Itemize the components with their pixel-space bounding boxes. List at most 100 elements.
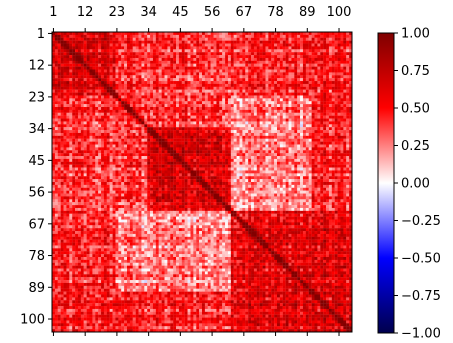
heatmap-cell [334, 69, 338, 73]
heatmap-cell [265, 124, 269, 128]
heatmap-cell [164, 57, 168, 61]
heatmap-cell [129, 37, 133, 41]
heatmap-cell [57, 60, 61, 64]
heatmap-cell [124, 89, 128, 93]
heatmap-cell [210, 57, 214, 61]
heatmap-cell [118, 104, 122, 108]
heatmap-cell [343, 75, 347, 79]
heatmap-cell [225, 43, 229, 47]
heatmap-cell [256, 32, 260, 36]
heatmap-cell [337, 101, 341, 105]
heatmap-cell [83, 86, 87, 90]
heatmap-cell [152, 75, 156, 79]
heatmap-cell [75, 46, 79, 50]
heatmap-cell [204, 144, 208, 148]
heatmap-cell [288, 55, 292, 59]
heatmap-cell [334, 124, 338, 128]
heatmap-cell [343, 92, 347, 96]
heatmap-cell [127, 167, 131, 171]
heatmap-cell [118, 72, 122, 76]
heatmap-cell [291, 83, 295, 87]
heatmap-cell [285, 83, 289, 87]
heatmap-cell [277, 141, 281, 145]
heatmap-cell [285, 147, 289, 151]
heatmap-cell [66, 150, 70, 154]
heatmap-cell [127, 147, 131, 151]
heatmap-cell [265, 63, 269, 67]
heatmap-cell [334, 167, 338, 171]
heatmap-cell [115, 112, 119, 116]
heatmap-cell [346, 153, 350, 157]
heatmap-cell [167, 104, 171, 108]
heatmap-cell [132, 75, 136, 79]
heatmap-cell [340, 167, 344, 171]
heatmap-cell [202, 92, 206, 96]
heatmap-cell [92, 121, 96, 125]
heatmap-cell [225, 86, 229, 90]
heatmap-cell [349, 63, 353, 67]
heatmap-cell [305, 63, 309, 67]
heatmap-cell [320, 66, 324, 70]
heatmap-cell [323, 75, 327, 79]
heatmap-cell [343, 57, 347, 61]
heatmap-cell [227, 46, 231, 50]
heatmap-cell [69, 109, 73, 113]
heatmap-cell [103, 72, 107, 76]
heatmap-cell [288, 34, 292, 38]
heatmap-cell [173, 69, 177, 73]
heatmap-cell [271, 57, 275, 61]
heatmap-cell [346, 164, 350, 168]
heatmap-cell [277, 89, 281, 93]
heatmap-cell [346, 138, 350, 142]
heatmap-cell [259, 158, 263, 162]
heatmap-cell [176, 86, 180, 90]
heatmap-cell [288, 63, 292, 67]
heatmap-cell [144, 156, 148, 160]
heatmap-cell [89, 86, 93, 90]
heatmap-cell [155, 153, 159, 157]
heatmap-cell [328, 37, 332, 41]
heatmap-cell [216, 63, 220, 67]
heatmap-cell [161, 161, 165, 165]
heatmap-cell [340, 135, 344, 139]
heatmap-cell [138, 147, 142, 151]
heatmap-cell [300, 49, 304, 53]
heatmap-cell [285, 86, 289, 90]
heatmap-cell [190, 130, 194, 134]
heatmap-cell [54, 57, 58, 61]
heatmap-cell [173, 89, 177, 93]
heatmap-cell [127, 49, 131, 53]
heatmap-cell [80, 121, 84, 125]
heatmap-cell [334, 115, 338, 119]
heatmap-cell [323, 107, 327, 111]
heatmap-cell [204, 107, 208, 111]
heatmap-cell [265, 81, 269, 85]
heatmap-cell [77, 144, 81, 148]
heatmap-cell [207, 57, 211, 61]
heatmap-cell [138, 40, 142, 44]
heatmap-cell [314, 112, 318, 116]
heatmap-cell [288, 121, 292, 125]
heatmap-cell [184, 34, 188, 38]
heatmap-cell [112, 127, 116, 131]
heatmap-cell [187, 107, 191, 111]
heatmap-cell [334, 118, 338, 122]
heatmap-cell [178, 109, 182, 113]
heatmap-cell [265, 98, 269, 102]
heatmap-cell [274, 107, 278, 111]
heatmap-cell [242, 40, 246, 44]
heatmap-cell [302, 127, 306, 131]
heatmap-cell [129, 167, 133, 171]
heatmap-cell [207, 121, 211, 125]
heatmap-cell [75, 83, 79, 87]
heatmap-cell [135, 158, 139, 162]
heatmap-cell [158, 72, 162, 76]
heatmap-cell [245, 55, 249, 59]
heatmap-cell [86, 95, 90, 99]
heatmap-cell [54, 167, 58, 171]
heatmap-cell [190, 46, 194, 50]
heatmap-cell [72, 37, 76, 41]
heatmap-cell [323, 141, 327, 145]
heatmap-cell [297, 63, 301, 67]
heatmap-cell [326, 138, 330, 142]
